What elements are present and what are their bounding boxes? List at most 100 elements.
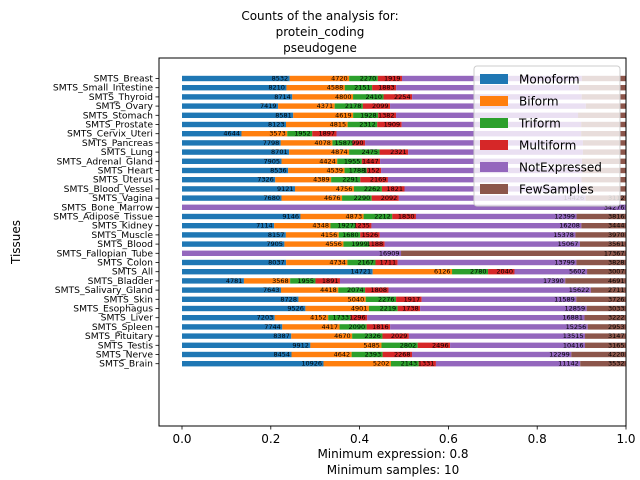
y-tick-label: SMTS_Brain: [99, 359, 153, 370]
bar-SMTS_Adrenal_Gland-triform: [337, 158, 362, 164]
bar-SMTS_Blood-multiform: [369, 241, 385, 247]
bar-SMTS_Pituitary-biform: [291, 333, 353, 339]
data-label: 4691: [608, 277, 625, 285]
bar-SMTS_Esophagus-triform: [368, 305, 398, 312]
bar-SMTS_Blood_Vessel-triform: [353, 186, 382, 192]
chart-title-line-1: Counts of the analysis for:: [241, 9, 398, 23]
bar-SMTS_Esophagus-biform: [305, 305, 369, 312]
y-tick-label: SMTS_Small_Intestine: [53, 83, 153, 94]
bar-SMTS_Colon-multiform: [375, 259, 398, 266]
data-label: 9121: [277, 185, 294, 193]
data-label: 4644: [223, 130, 240, 138]
bar-SMTS_Small_Intestine-triform: [344, 85, 373, 91]
bar-SMTS_Liver-fewsamples: [584, 315, 626, 321]
bar-SMTS_Colon-monoform: [182, 259, 287, 266]
data-label: 34276: [604, 203, 625, 211]
bar-SMTS_Adipose_Tissue-multiform: [392, 213, 416, 220]
bar-SMTS_Liver-monoform: [182, 315, 275, 321]
data-label: 3147: [608, 332, 625, 340]
bar-SMTS_Bladder-monoform: [182, 278, 244, 284]
bar-SMTS_Thyroid-monoform: [182, 94, 293, 100]
data-label: 8714: [274, 93, 291, 101]
bar-SMTS_Muscle-triform: [338, 232, 361, 238]
data-label: 1447: [362, 157, 379, 165]
data-label: 1738: [402, 305, 419, 313]
data-label: 4556: [325, 240, 342, 248]
data-label: 4539: [327, 167, 344, 175]
bar-SMTS_Colon-biform: [286, 259, 348, 266]
bar-SMTS_Ovary-biform: [278, 103, 335, 109]
bar-SMTS_All-multiform: [488, 269, 515, 275]
bar-SMTS_Salivary_Gland-fewsamples: [590, 287, 626, 293]
data-label: 8387: [273, 332, 290, 340]
y-tick-label: SMTS_Thyroid: [89, 92, 153, 103]
y-tick-label: SMTS_Colon: [97, 258, 153, 269]
legend-swatch-triform: [480, 118, 508, 128]
data-label: 1952: [294, 130, 311, 138]
data-label: 4348: [312, 222, 329, 230]
bar-SMTS_Thyroid-triform: [353, 94, 384, 100]
data-label: 4800: [335, 93, 352, 101]
x-tick-label: 0.4: [350, 432, 369, 446]
data-label: 4424: [319, 157, 336, 165]
bar-SMTS_Breast-multiform: [377, 75, 402, 82]
bar-SMTS_Kidney-notexpressed: [371, 223, 582, 229]
bar-SMTS_Nerve-biform: [291, 351, 352, 358]
y-tick-label: SMTS_Vagina: [92, 193, 153, 204]
bar-SMTS_Pituitary-triform: [352, 333, 383, 339]
bar-SMTS_Spleen-multiform: [366, 324, 391, 330]
data-label: 3007: [608, 268, 625, 276]
data-label: 8536: [270, 167, 287, 175]
data-label: 9146: [282, 213, 299, 221]
x-tick-label: 0.8: [528, 432, 547, 446]
y-tick-label: SMTS_Muscle: [91, 230, 153, 241]
y-tick-label: SMTS_Spleen: [92, 322, 153, 333]
data-label: 2802: [400, 341, 417, 349]
x-axis-label-line-1: Minimum expression: 0.8: [317, 447, 468, 461]
bar-SMTS_Salivary_Gland-monoform: [182, 287, 281, 293]
bar-SMTS_Liver-multiform: [350, 315, 368, 321]
data-label: 1917: [404, 295, 421, 303]
data-label: 2178: [345, 102, 362, 110]
data-label: 15256: [566, 323, 587, 331]
bar-SMTS_Stomach-multiform: [378, 112, 397, 118]
bar-SMTS_Blood_Vessel-multiform: [381, 186, 405, 192]
bar-SMTS_Liver-biform: [274, 315, 329, 321]
data-label: 2029: [391, 332, 408, 340]
data-label: 1883: [378, 84, 395, 92]
bar-SMTS_Pancreas-monoform: [182, 140, 281, 146]
data-label: 10416: [563, 341, 584, 349]
data-label: 3726: [608, 295, 625, 303]
data-label: 1897: [318, 130, 335, 138]
bar-SMTS_Muscle-monoform: [182, 232, 286, 238]
bar-SMTS_Adipose_Tissue-notexpressed: [415, 213, 577, 220]
bar-SMTS_Cervix_Uteri-notexpressed: [336, 131, 582, 137]
chart-title-line-2: protein_coding: [276, 25, 365, 39]
bar-SMTS_Bladder-notexpressed: [339, 278, 566, 284]
data-label: 16909: [379, 249, 400, 257]
bar-SMTS_Uterus-biform: [275, 177, 332, 183]
bar-SMTS_Adrenal_Gland-monoform: [182, 158, 282, 164]
data-label: 3573: [269, 130, 286, 138]
data-label: 4670: [334, 332, 351, 340]
data-label: 17390: [543, 277, 564, 285]
y-tick-label: SMTS_Kidney: [92, 221, 154, 232]
y-tick-label: SMTS_Adrenal_Gland: [56, 156, 153, 167]
data-label: 1830: [398, 213, 415, 221]
bar-SMTS_Heart-monoform: [182, 167, 289, 174]
bar-SMTS_Vagina-multiform: [371, 195, 399, 201]
data-label: 5485: [363, 341, 380, 349]
bar-SMTS_Skin-monoform: [182, 296, 299, 302]
data-label: 7905: [263, 157, 280, 165]
data-label: 8123: [268, 121, 285, 129]
bar-SMTS_Spleen-fewsamples: [587, 324, 626, 330]
legend-frame: [473, 65, 621, 207]
data-label: 2393: [365, 351, 382, 359]
bar-SMTS_Stomach-triform: [353, 112, 379, 118]
bar-SMTS_Testis-notexpressed: [450, 342, 586, 348]
data-label: 2496: [432, 341, 449, 349]
data-label: 2167: [357, 259, 374, 267]
data-label: 2090: [349, 323, 366, 331]
data-label: 2254: [394, 93, 411, 101]
data-label: 4418: [320, 286, 337, 294]
